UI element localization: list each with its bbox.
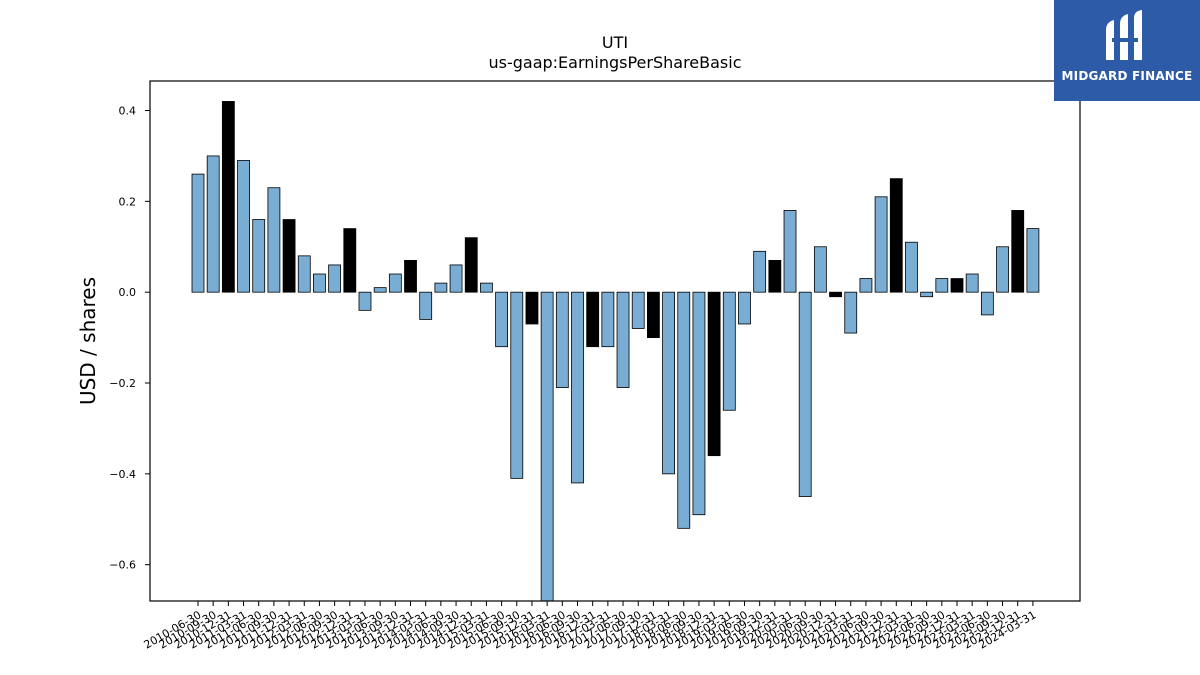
bar-2017-03-31	[601, 291, 615, 348]
bar-2022-09-30	[935, 278, 949, 293]
bar-2012-12-31	[343, 228, 357, 293]
logo-text: MIDGARD FINANCE	[1061, 69, 1193, 83]
bar-2013-03-31	[358, 291, 372, 311]
bar-2012-03-31	[297, 255, 311, 293]
bar-2021-03-31	[844, 291, 858, 334]
bar-2011-06-30	[252, 219, 266, 293]
bar-2022-06-30	[920, 291, 934, 298]
y-tick-label: 0.0	[119, 286, 137, 299]
bar-2023-03-31	[965, 273, 979, 293]
bar-2018-03-31	[662, 291, 675, 475]
midgard-finance-logo: MIDGARD FINANCE	[1054, 0, 1200, 101]
bar-2014-06-30	[434, 282, 448, 293]
y-tick-label: −0.2	[109, 377, 136, 390]
midgard-logo-icon	[1106, 10, 1142, 60]
bar-2014-12-31	[464, 237, 478, 293]
bar-2015-03-31	[480, 282, 493, 293]
chart-subtitle: us-gaap:EarningsPerShareBasic	[488, 53, 741, 72]
bar-2012-06-30	[313, 273, 326, 293]
bar-2021-12-31	[889, 178, 903, 293]
bar-2016-09-30	[571, 291, 584, 484]
bar-2013-06-30	[373, 287, 387, 293]
bar-2017-09-30	[631, 291, 645, 329]
bar-2020-03-31	[783, 210, 797, 293]
bar-2011-12-31	[282, 219, 296, 293]
bar-2022-12-31	[950, 278, 964, 293]
bar-2023-06-30	[980, 291, 994, 316]
bar-2013-12-31	[404, 259, 417, 293]
y-axis-label: USD / shares	[76, 277, 100, 405]
bar-2020-06-30	[798, 291, 812, 497]
y-tick-label: −0.6	[109, 559, 136, 572]
bar-2021-06-30	[859, 278, 873, 293]
bar-2016-06-30	[555, 291, 569, 388]
bar-2024-03-31	[1026, 228, 1040, 293]
bar-2011-03-31	[237, 160, 250, 293]
bar-2019-06-30	[738, 291, 751, 325]
bars	[191, 101, 1040, 601]
bar-2019-03-31	[722, 291, 736, 411]
bar-2015-12-31	[525, 291, 539, 325]
bar-2010-06-30	[191, 173, 205, 293]
bar-2015-09-30	[510, 291, 524, 479]
bar-2013-09-30	[388, 273, 402, 293]
bar-2010-09-30	[206, 155, 220, 293]
bar-2015-06-30	[495, 291, 509, 348]
bar-2016-12-31	[586, 291, 600, 348]
bar-2018-09-30	[692, 291, 706, 516]
x-axis: 2010-06-302010-09-302010-12-312011-03-31…	[142, 601, 1038, 652]
bar-2016-03-31	[540, 291, 554, 601]
bar-2017-12-31	[647, 291, 660, 338]
bar-2019-12-31	[768, 259, 782, 293]
y-tick-label: 0.2	[119, 195, 137, 208]
bar-2018-06-30	[677, 291, 691, 529]
bar-2020-12-31	[829, 291, 842, 298]
bar-2010-12-31	[221, 101, 235, 293]
bar-2020-09-30	[813, 246, 827, 293]
bar-2019-09-30	[753, 250, 767, 293]
chart-title: UTI	[602, 33, 628, 52]
y-tick-label: −0.4	[109, 468, 136, 481]
bar-2014-03-31	[419, 291, 433, 320]
plot-frame	[149, 80, 1081, 602]
bar-2023-09-30	[996, 246, 1009, 293]
bar-2022-03-31	[905, 241, 918, 293]
y-axis: −0.6 −0.4 −0.2 0.0 0.2 0.4	[109, 105, 150, 572]
bar-2012-09-30	[328, 264, 342, 293]
bar-2023-12-31	[1011, 210, 1025, 293]
bar-2018-12-31	[707, 291, 721, 457]
bar-2017-06-30	[616, 291, 630, 388]
y-tick-label: 0.4	[119, 105, 137, 118]
bar-2011-09-30	[267, 187, 281, 293]
bar-2021-09-30	[874, 196, 888, 293]
bar-2014-09-30	[449, 264, 463, 293]
